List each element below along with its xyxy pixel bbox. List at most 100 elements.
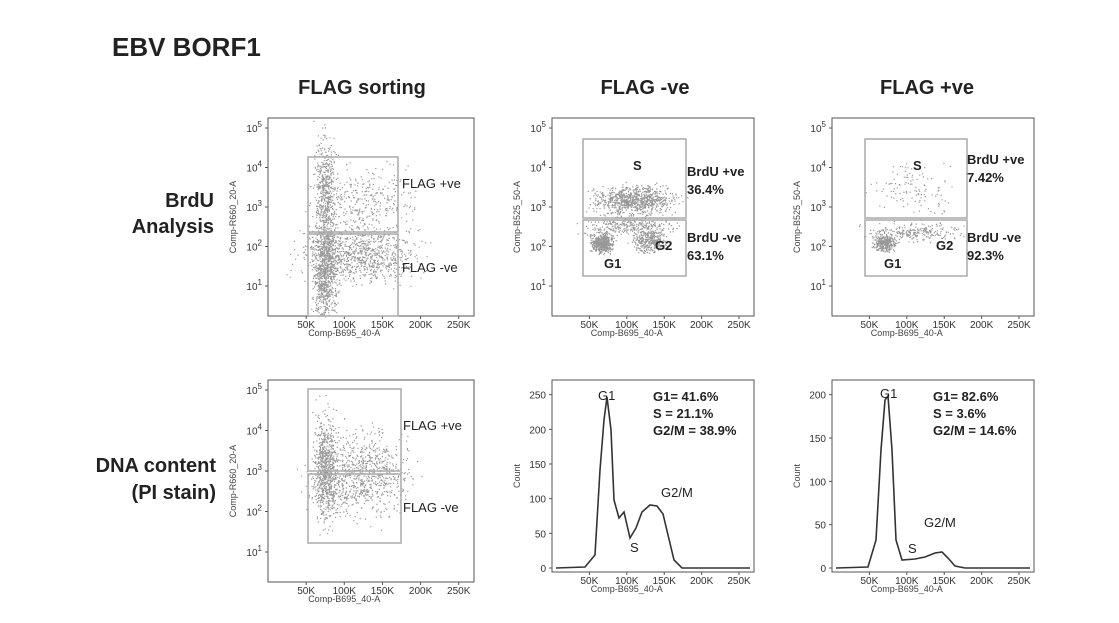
row-label: Analysis xyxy=(132,216,214,238)
x-tick-label: 50K xyxy=(581,576,599,587)
y-tick-label: 101 xyxy=(530,278,546,293)
tick-exponent: 3 xyxy=(258,199,263,208)
y-axis-label: Count xyxy=(512,464,522,489)
y-tick-label: 105 xyxy=(810,120,826,135)
tick-exponent: 2 xyxy=(542,239,547,248)
tick-exponent: 3 xyxy=(822,199,827,208)
gate-label: 36.4% xyxy=(687,182,724,197)
y-tick-label: 105 xyxy=(530,120,546,135)
tick-exponent: 1 xyxy=(822,278,827,287)
x-tick-label: 150K xyxy=(933,576,957,587)
plot-frame xyxy=(831,117,1035,317)
gate-label: G2/M xyxy=(661,485,693,500)
tick-base: 10 xyxy=(246,282,258,293)
tick-base: 10 xyxy=(246,124,258,135)
y-tick-label: 200 xyxy=(809,391,826,402)
y-axis-label: Comp-B525_50-A xyxy=(792,181,802,253)
plot-frame xyxy=(267,379,475,583)
y-tick-label: 104 xyxy=(530,160,546,175)
tick-base: 10 xyxy=(246,548,258,559)
x-tick-label: 50K xyxy=(297,586,315,597)
tick-base: 10 xyxy=(530,164,542,175)
plot-panel: 50K 100K 150K 200K 250KComp-B695_40-A1011021… xyxy=(512,117,755,338)
tick-base: 10 xyxy=(530,124,542,135)
scatter-dots xyxy=(576,181,689,256)
gate xyxy=(307,233,399,317)
x-tick-label: 50K xyxy=(297,320,315,331)
x-tick-label: 250K xyxy=(727,320,751,331)
tick-base: 10 xyxy=(810,164,822,175)
gate-label: BrdU +ve xyxy=(967,152,1024,167)
x-tick-label: 150K xyxy=(653,320,677,331)
row-label: BrdU xyxy=(165,190,214,212)
gate xyxy=(864,219,968,277)
gate-label: BrdU -ve xyxy=(967,230,1021,245)
y-tick-label: 105 xyxy=(246,382,262,397)
gate-label: 63.1% xyxy=(687,248,724,263)
column-header: FLAG -ve xyxy=(601,77,690,99)
tick-base: 10 xyxy=(246,508,258,519)
y-tick-label: 101 xyxy=(810,278,826,293)
plot-frame xyxy=(267,117,475,317)
tick-exponent: 2 xyxy=(258,504,263,513)
y-tick-label: 103 xyxy=(246,199,262,214)
x-tick-label: 100K xyxy=(895,576,919,587)
row-label: (PI stain) xyxy=(132,482,216,504)
y-tick-label: 200 xyxy=(529,425,546,436)
tick-base: 10 xyxy=(246,243,258,254)
y-axis-label: Comp-R660_20-A xyxy=(228,445,238,518)
x-tick-label: 200K xyxy=(970,320,994,331)
gate xyxy=(307,388,402,472)
x-tick-label: 250K xyxy=(447,586,471,597)
y-tick-label: 0 xyxy=(540,564,546,575)
gate-label: FLAG -ve xyxy=(402,260,458,275)
tick-base: 10 xyxy=(810,243,822,254)
y-tick-label: 0 xyxy=(820,564,826,575)
gate-label: BrdU +ve xyxy=(687,164,744,179)
plot-panel: 50K 100K 150K 200K 250K Comp-B695_40-A 0 50 100 1… xyxy=(792,379,1035,594)
gate-label: 7.42% xyxy=(967,170,1004,185)
gate-label: G1 xyxy=(884,256,901,271)
y-tick-label: 101 xyxy=(246,544,262,559)
x-tick-label: 250K xyxy=(1007,320,1031,331)
scatter-dots xyxy=(286,120,432,318)
tick-base: 10 xyxy=(810,203,822,214)
x-axis-label: Comp-B695_40-A xyxy=(591,328,663,338)
gate xyxy=(582,219,687,277)
tick-base: 10 xyxy=(246,203,258,214)
y-tick-label: 101 xyxy=(246,278,262,293)
y-tick-label: 100 xyxy=(529,495,546,506)
gate-label: BrdU -ve xyxy=(687,230,741,245)
y-tick-label: 104 xyxy=(246,160,262,175)
x-axis-label: Comp-B695_40-A xyxy=(871,584,943,594)
plot-panel: 50K 100K 150K 200K 250KComp-B695_40-A1011021… xyxy=(228,379,475,604)
gate xyxy=(582,138,687,219)
tick-exponent: 5 xyxy=(822,120,827,129)
tick-base: 10 xyxy=(246,164,258,175)
y-tick-label: 102 xyxy=(810,239,826,254)
scatter-dots xyxy=(858,163,968,253)
y-tick-label: 103 xyxy=(246,463,262,478)
plot-frame xyxy=(551,117,755,317)
gate-label: S xyxy=(633,158,642,173)
tick-exponent: 2 xyxy=(822,239,827,248)
x-axis-label: Comp-B695_40-A xyxy=(871,328,943,338)
gate-label: G2/M = 38.9% xyxy=(653,423,737,438)
x-axis-label: Comp-B695_40-A xyxy=(591,584,663,594)
histogram-curve xyxy=(555,396,750,569)
x-tick-label: 250K xyxy=(447,320,471,331)
gate-label: S xyxy=(630,540,639,555)
tick-base: 10 xyxy=(246,427,258,438)
plot-panel: 50K 100K 150K 200K 250KComp-B695_40-A1011021… xyxy=(228,117,475,338)
x-tick-label: 250K xyxy=(727,576,751,587)
tick-exponent: 1 xyxy=(258,278,263,287)
tick-base: 10 xyxy=(530,243,542,254)
x-tick-label: 150K xyxy=(933,320,957,331)
y-tick-label: 104 xyxy=(810,160,826,175)
column-header: FLAG sorting xyxy=(298,77,426,99)
x-tick-label: 50K xyxy=(861,320,879,331)
x-tick-label: 50K xyxy=(581,320,599,331)
row-label: DNA content xyxy=(96,455,217,477)
gate-label: S xyxy=(913,158,922,173)
x-tick-label: 100K xyxy=(615,576,639,587)
